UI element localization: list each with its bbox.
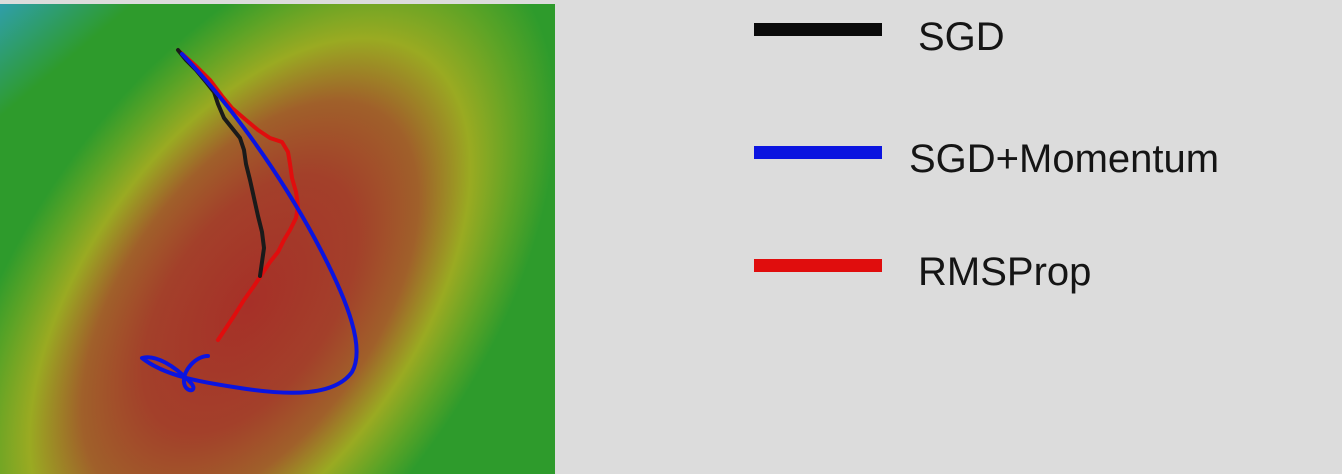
legend-label-sgd-momentum: SGD+Momentum — [909, 137, 1220, 181]
legend-item-sgd-momentum: SGD+Momentum — [754, 0, 1342, 179]
legend-swatch-sgd — [754, 23, 882, 36]
rmsprop-path — [178, 50, 300, 342]
legend-label-rmsprop: RMSProp — [918, 250, 1092, 294]
sgd-momentum-path — [140, 52, 359, 395]
legend-label-sgd: SGD — [918, 15, 1005, 59]
loss-surface-figure — [0, 4, 555, 474]
legend-swatch-rmsprop — [754, 259, 882, 272]
loss-surface-plot — [0, 4, 555, 474]
legend-item-rmsprop: RMSProp — [754, 0, 1342, 292]
legend-swatch-sgd-momentum — [754, 146, 882, 159]
loss-surface-corner-tint — [0, 4, 555, 474]
legend-item-sgd: SGD — [754, 0, 1342, 60]
